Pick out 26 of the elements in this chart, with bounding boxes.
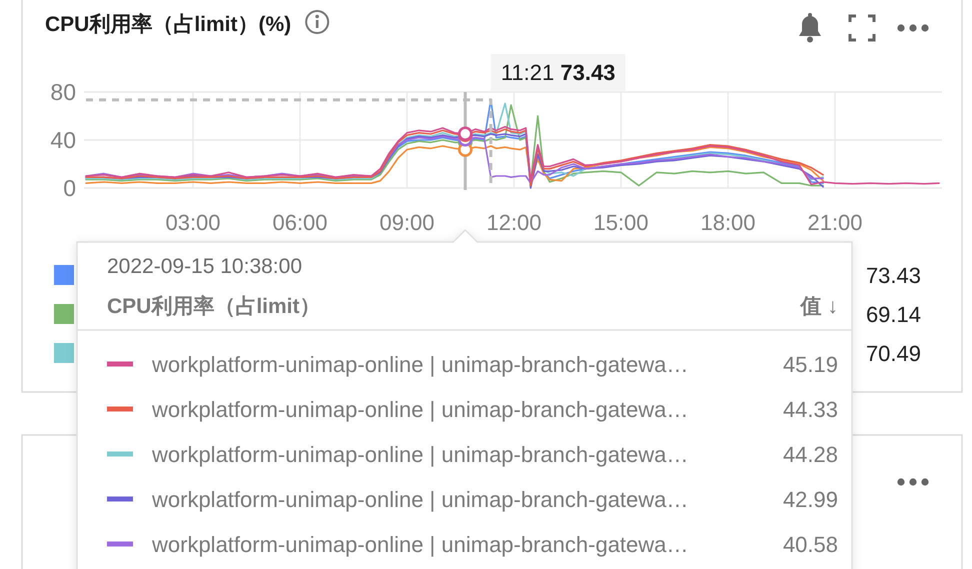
y-tick-label: 80 — [50, 79, 76, 105]
text: 40.58 — [782, 532, 838, 557]
x-tick-label: 18:00 — [700, 210, 756, 235]
chart-title: CPU利用率（占limit）(%) — [45, 12, 292, 36]
annotation: 11:21 73.43 — [500, 60, 616, 85]
text: 44.28 — [782, 442, 838, 467]
y-tick-label: 40 — [50, 127, 76, 153]
legend-label: workplatform-unimap-online | unimap-branch-gatewa… — [151, 532, 688, 557]
text: 44.33 — [782, 397, 838, 422]
legend-label: workplatform-unimap-online | unimap-branch-gatewa… — [151, 352, 688, 377]
legend-label: workplatform-unimap-online | unimap-branch-gatewa… — [151, 442, 688, 467]
text: 2022-09-15 10:38:00 — [107, 255, 302, 278]
text: 值 ↓ — [800, 295, 838, 318]
legend-label: workplatform-unimap-online | unimap-branch-gatewa… — [151, 487, 688, 512]
legend-title: CPU利用率（占limit） — [107, 294, 321, 318]
x-tick-label: 03:00 — [165, 210, 221, 235]
line-series — [85, 126, 940, 186]
legend-label: workplatform-unimap-online | unimap-branch-gatewa… — [151, 397, 688, 422]
x-tick-label: 15:00 — [593, 210, 649, 235]
x-tick-label: 12:00 — [486, 210, 542, 235]
x-tick-label: 21:00 — [807, 210, 863, 235]
text: 45.19 — [782, 352, 838, 377]
x-tick-label: 06:00 — [272, 210, 328, 235]
y-tick-label: 0 — [63, 175, 76, 201]
x-tick-label: 09:00 — [379, 210, 435, 235]
text: 42.99 — [782, 487, 838, 512]
